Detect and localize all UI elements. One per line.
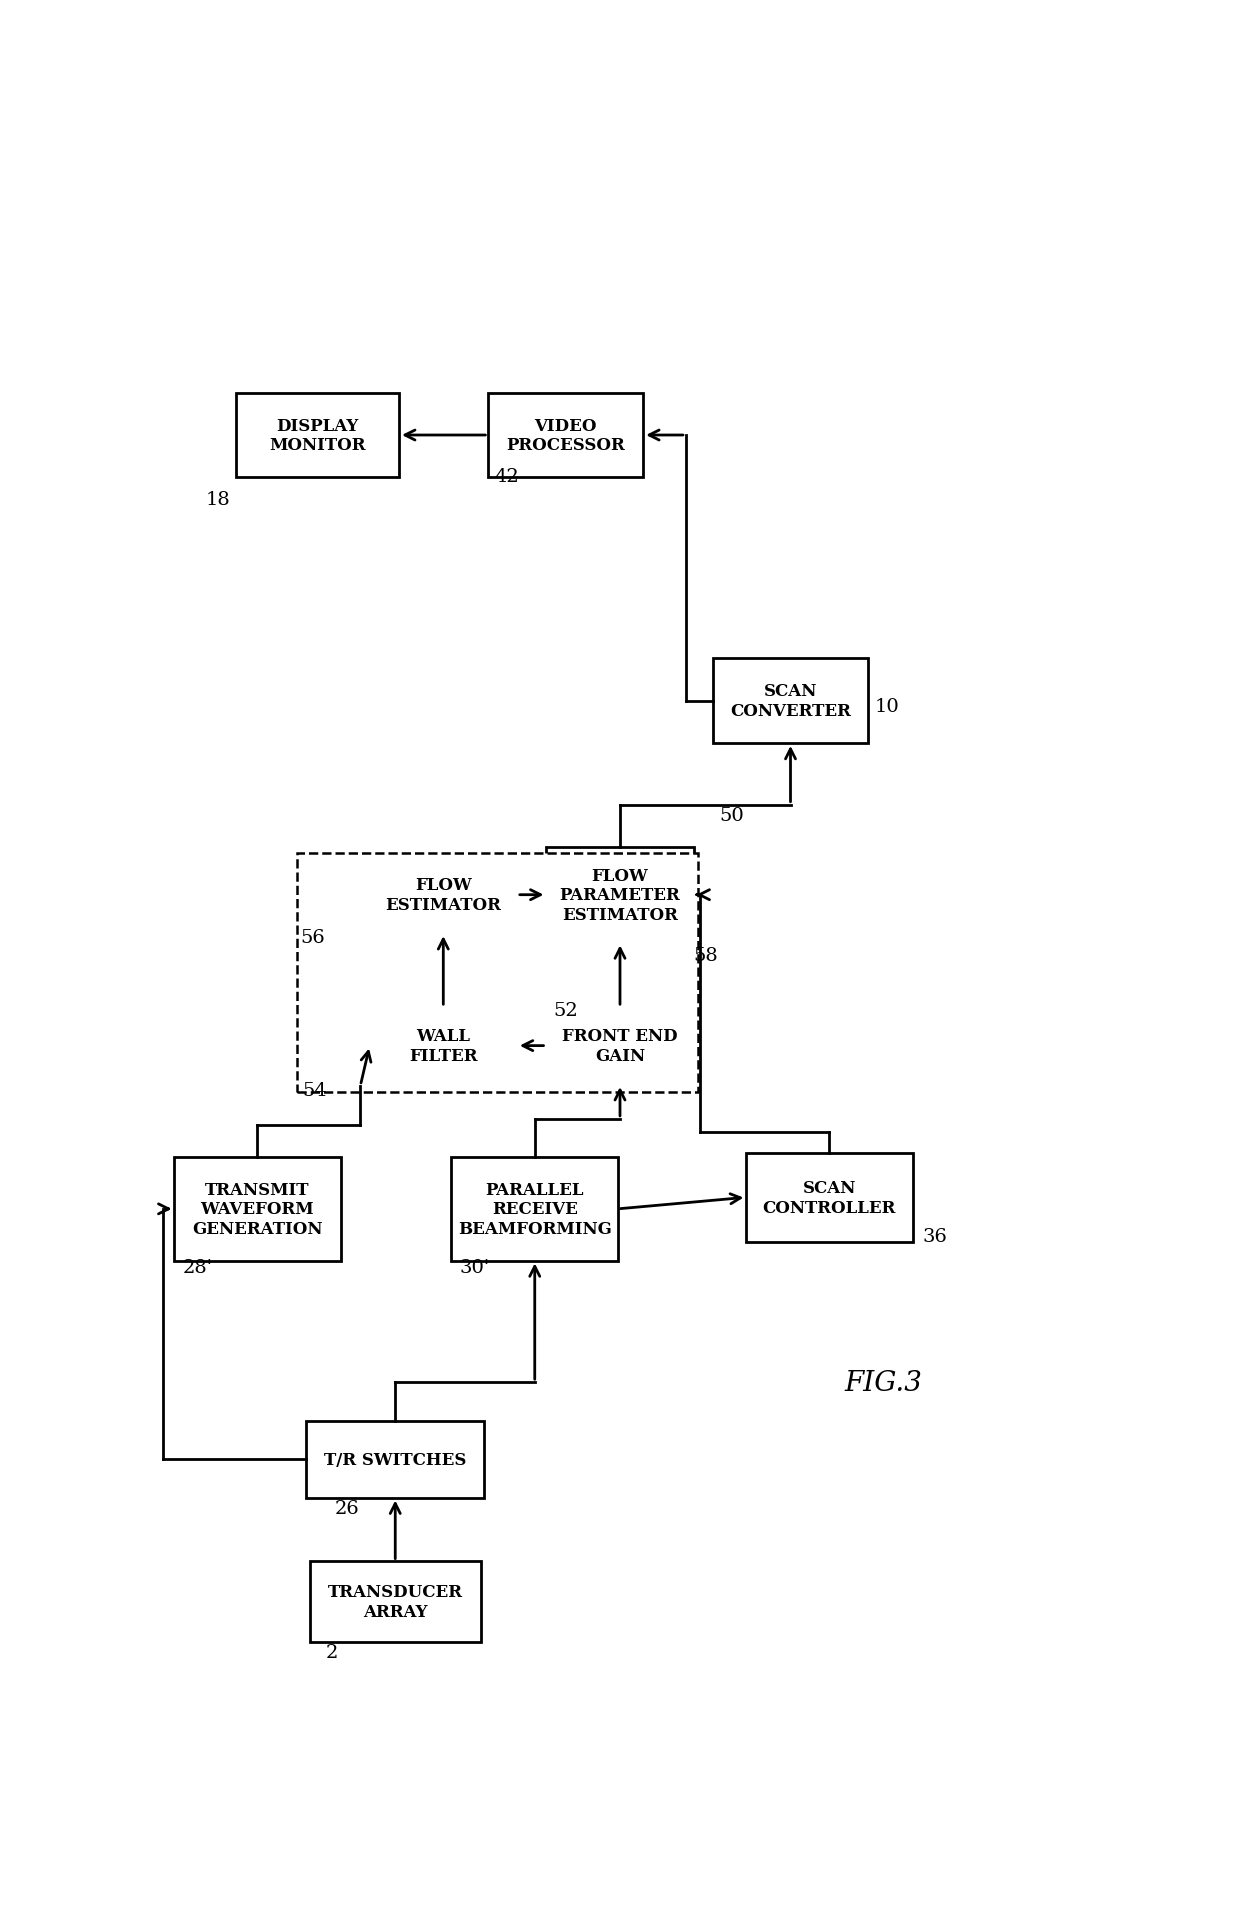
Bar	[547, 846, 693, 943]
Bar	[451, 1157, 618, 1262]
Text: DISPLAY
MONITOR: DISPLAY MONITOR	[269, 417, 366, 454]
Text: 50: 50	[719, 806, 744, 825]
Text: TRANSMIT
WAVEFORM
GENERATION: TRANSMIT WAVEFORM GENERATION	[192, 1180, 322, 1236]
Text: FRONT END
GAIN: FRONT END GAIN	[562, 1028, 678, 1065]
Bar	[310, 1561, 481, 1642]
Text: WALL
FILTER: WALL FILTER	[409, 1028, 477, 1065]
Text: FLOW
ESTIMATOR: FLOW ESTIMATOR	[386, 877, 501, 914]
Bar	[746, 1153, 913, 1242]
Text: SCAN
CONTROLLER: SCAN CONTROLLER	[763, 1179, 897, 1215]
Text: 30': 30'	[460, 1258, 490, 1275]
Text: 42: 42	[495, 468, 520, 485]
Text: 54: 54	[303, 1080, 327, 1099]
Bar	[547, 1009, 693, 1084]
Text: T/R SWITCHES: T/R SWITCHES	[324, 1451, 466, 1468]
Text: FLOW
PARAMETER
ESTIMATOR: FLOW PARAMETER ESTIMATOR	[559, 867, 681, 923]
Text: 58: 58	[693, 947, 718, 964]
Text: PARALLEL
RECEIVE
BEAMFORMING: PARALLEL RECEIVE BEAMFORMING	[458, 1180, 611, 1236]
Bar	[370, 1009, 517, 1084]
Bar	[296, 854, 697, 1092]
Bar	[489, 394, 644, 477]
Bar	[237, 394, 399, 477]
Bar	[713, 659, 868, 744]
Text: SCAN
CONVERTER: SCAN CONVERTER	[730, 684, 851, 719]
Text: TRANSDUCER
ARRAY: TRANSDUCER ARRAY	[327, 1584, 463, 1621]
Bar	[174, 1157, 341, 1262]
Text: FIG.3: FIG.3	[844, 1370, 923, 1397]
Text: 18: 18	[206, 491, 231, 508]
Bar	[370, 856, 517, 933]
Text: 36: 36	[923, 1227, 947, 1244]
Text: 10: 10	[874, 697, 899, 715]
Bar	[306, 1420, 485, 1497]
Text: 56: 56	[300, 929, 325, 947]
Text: 26: 26	[335, 1499, 360, 1517]
Text: VIDEO
PROCESSOR: VIDEO PROCESSOR	[506, 417, 625, 454]
Text: 52: 52	[553, 1001, 578, 1020]
Text: 28': 28'	[184, 1258, 213, 1275]
Text: 2: 2	[325, 1642, 337, 1662]
